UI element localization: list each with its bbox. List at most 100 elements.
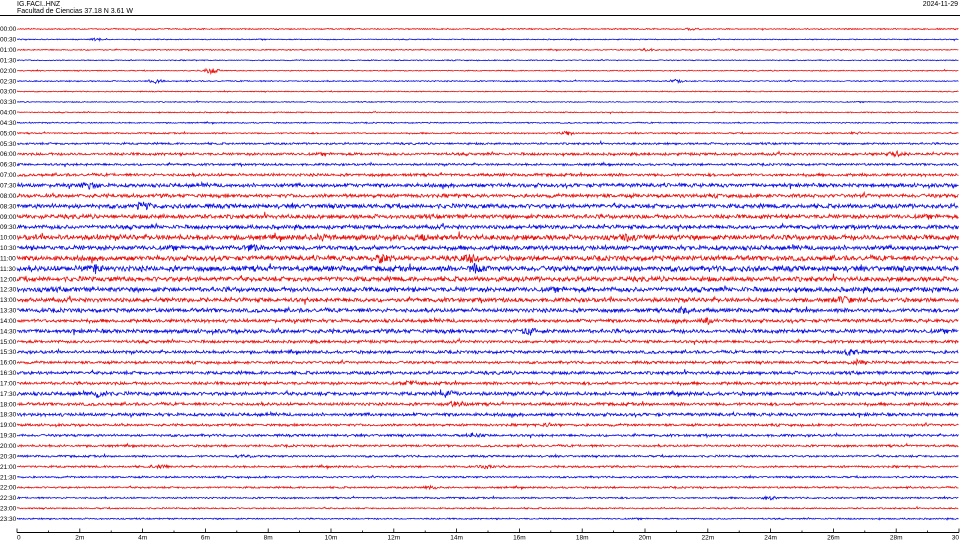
seismic-trace-1430: [16, 327, 959, 336]
station-description: Facultad de Ciencias 37.18 N 3.61 W: [17, 8, 133, 15]
seismic-trace-0200: [16, 67, 959, 76]
row-time-label: 23:30: [0, 516, 17, 523]
seismic-trace-2000: [16, 442, 959, 449]
seismic-trace-2300: [16, 505, 959, 511]
seismic-trace-0730: [16, 180, 959, 190]
x-tick-label: 4m: [138, 535, 147, 540]
row-time-label: 15:00: [0, 339, 17, 346]
row-time-label: 16:30: [0, 370, 17, 377]
x-tick-label: 12m: [387, 535, 400, 540]
seismic-trace-2030: [16, 452, 959, 459]
seismic-trace-0300: [16, 89, 959, 93]
seismic-trace-2130: [16, 474, 959, 480]
row-time-label: 02:30: [0, 78, 17, 85]
row-time-label: 07:00: [0, 172, 17, 179]
row-time-label: 03:00: [0, 89, 17, 96]
x-tick-label: 22m: [701, 535, 714, 540]
row-time-label: 11:30: [0, 266, 16, 273]
row-time-label: 17:30: [0, 391, 17, 398]
x-tick-label: 2m: [75, 535, 84, 540]
row-time-label: 01:30: [0, 57, 17, 64]
seismic-trace-0500: [16, 130, 959, 137]
seismic-trace-1600: [16, 357, 959, 367]
x-tick-label: 20m: [639, 535, 652, 540]
row-time-label: 02:00: [0, 68, 17, 75]
x-tick-label: 14m: [450, 535, 463, 540]
seismic-trace-1300: [16, 295, 959, 305]
row-time-label: 11:00: [0, 255, 16, 262]
seismic-trace-1200: [16, 273, 959, 284]
seismic-trace-0930: [16, 222, 959, 232]
row-time-label: 10:00: [0, 235, 17, 242]
row-time-label: 19:30: [0, 433, 17, 440]
seismic-trace-0600: [16, 150, 959, 159]
row-time-label: 05:30: [0, 141, 17, 148]
seismic-trace-0130: [16, 58, 959, 62]
row-time-label: 21:30: [0, 474, 17, 481]
row-time-label: 03:30: [0, 99, 17, 106]
seismic-trace-0630: [16, 161, 959, 168]
row-time-label: 17:00: [0, 380, 17, 387]
seismic-trace-0100: [16, 47, 959, 52]
row-time-label: 00:00: [0, 26, 17, 33]
row-time-label: 22:30: [0, 495, 17, 502]
seismic-trace-2100: [16, 463, 959, 470]
seismic-trace-1100: [16, 253, 959, 264]
seismic-trace-2230: [16, 495, 959, 501]
seismic-trace-1630: [16, 369, 959, 377]
row-time-label: 04:30: [0, 120, 17, 127]
row-time-label: 20:30: [0, 453, 17, 460]
x-tick-label: 0: [17, 535, 21, 540]
x-tick-label: 30: [952, 535, 960, 540]
row-time-label: 19:00: [0, 422, 17, 429]
seismic-trace-0800: [16, 191, 959, 200]
x-tick-label: 28m: [890, 535, 903, 540]
seismic-trace-0700: [16, 171, 959, 178]
row-time-label: 12:00: [0, 276, 17, 283]
seismic-trace-1400: [16, 316, 959, 326]
row-time-label: 09:00: [0, 214, 17, 221]
seismic-trace-1030: [16, 243, 959, 253]
x-tick-label: 8m: [264, 535, 273, 540]
row-time-label: 14:30: [0, 328, 17, 335]
x-axis: 0 2m 4m 6m 8m 10m 12m 14m 16m 18m 20m 22m 24m 26m 28m 3…: [16, 528, 960, 540]
row-time-label: 07:30: [0, 183, 17, 190]
seismic-trace-1700: [16, 379, 959, 387]
x-tick-label: 26m: [827, 535, 840, 540]
seismic-trace-1130: [16, 262, 959, 275]
x-tick-label: 10m: [325, 535, 338, 540]
seismic-trace-1500: [16, 337, 959, 345]
row-time-label: 06:30: [0, 162, 17, 169]
row-time-label: 13:00: [0, 297, 17, 304]
row-time-label: 23:00: [0, 506, 17, 513]
row-time-label: 12:30: [0, 287, 17, 294]
seismic-trace-1530: [16, 347, 959, 356]
seismic-trace-0400: [16, 110, 959, 115]
x-tick-label: 16m: [513, 535, 526, 540]
seismic-trace-2200: [16, 484, 959, 491]
seismic-trace-0330: [16, 99, 959, 104]
row-time-label: 18:00: [0, 401, 17, 408]
row-time-label: 16:00: [0, 360, 17, 367]
row-time-label: 01:00: [0, 47, 17, 54]
row-time-label: 15:30: [0, 349, 17, 356]
seismic-trace-1000: [16, 231, 959, 243]
seismic-trace-0030: [16, 37, 959, 43]
seismic-trace-1230: [16, 285, 959, 294]
row-label-group: 00:00 00:30 01:00 01:30 02:00 02:30 03:00 03:30…: [0, 26, 17, 523]
seismic-trace-2330: [16, 516, 959, 521]
seismic-trace-0830: [16, 201, 959, 211]
seismic-trace-0430: [16, 120, 959, 125]
row-time-label: 14:00: [0, 318, 17, 325]
seismic-trace-1930: [16, 432, 959, 439]
trace-group: [16, 27, 959, 521]
seismic-trace-1800: [16, 400, 959, 408]
row-time-label: 00:30: [0, 37, 17, 44]
x-tick-label: 18m: [576, 535, 589, 540]
seismic-trace-0900: [16, 211, 959, 221]
row-time-label: 05:00: [0, 130, 17, 137]
row-time-label: 08:00: [0, 193, 17, 200]
row-time-label: 06:00: [0, 151, 17, 158]
plot-date: 2024-11-29: [922, 1, 958, 8]
